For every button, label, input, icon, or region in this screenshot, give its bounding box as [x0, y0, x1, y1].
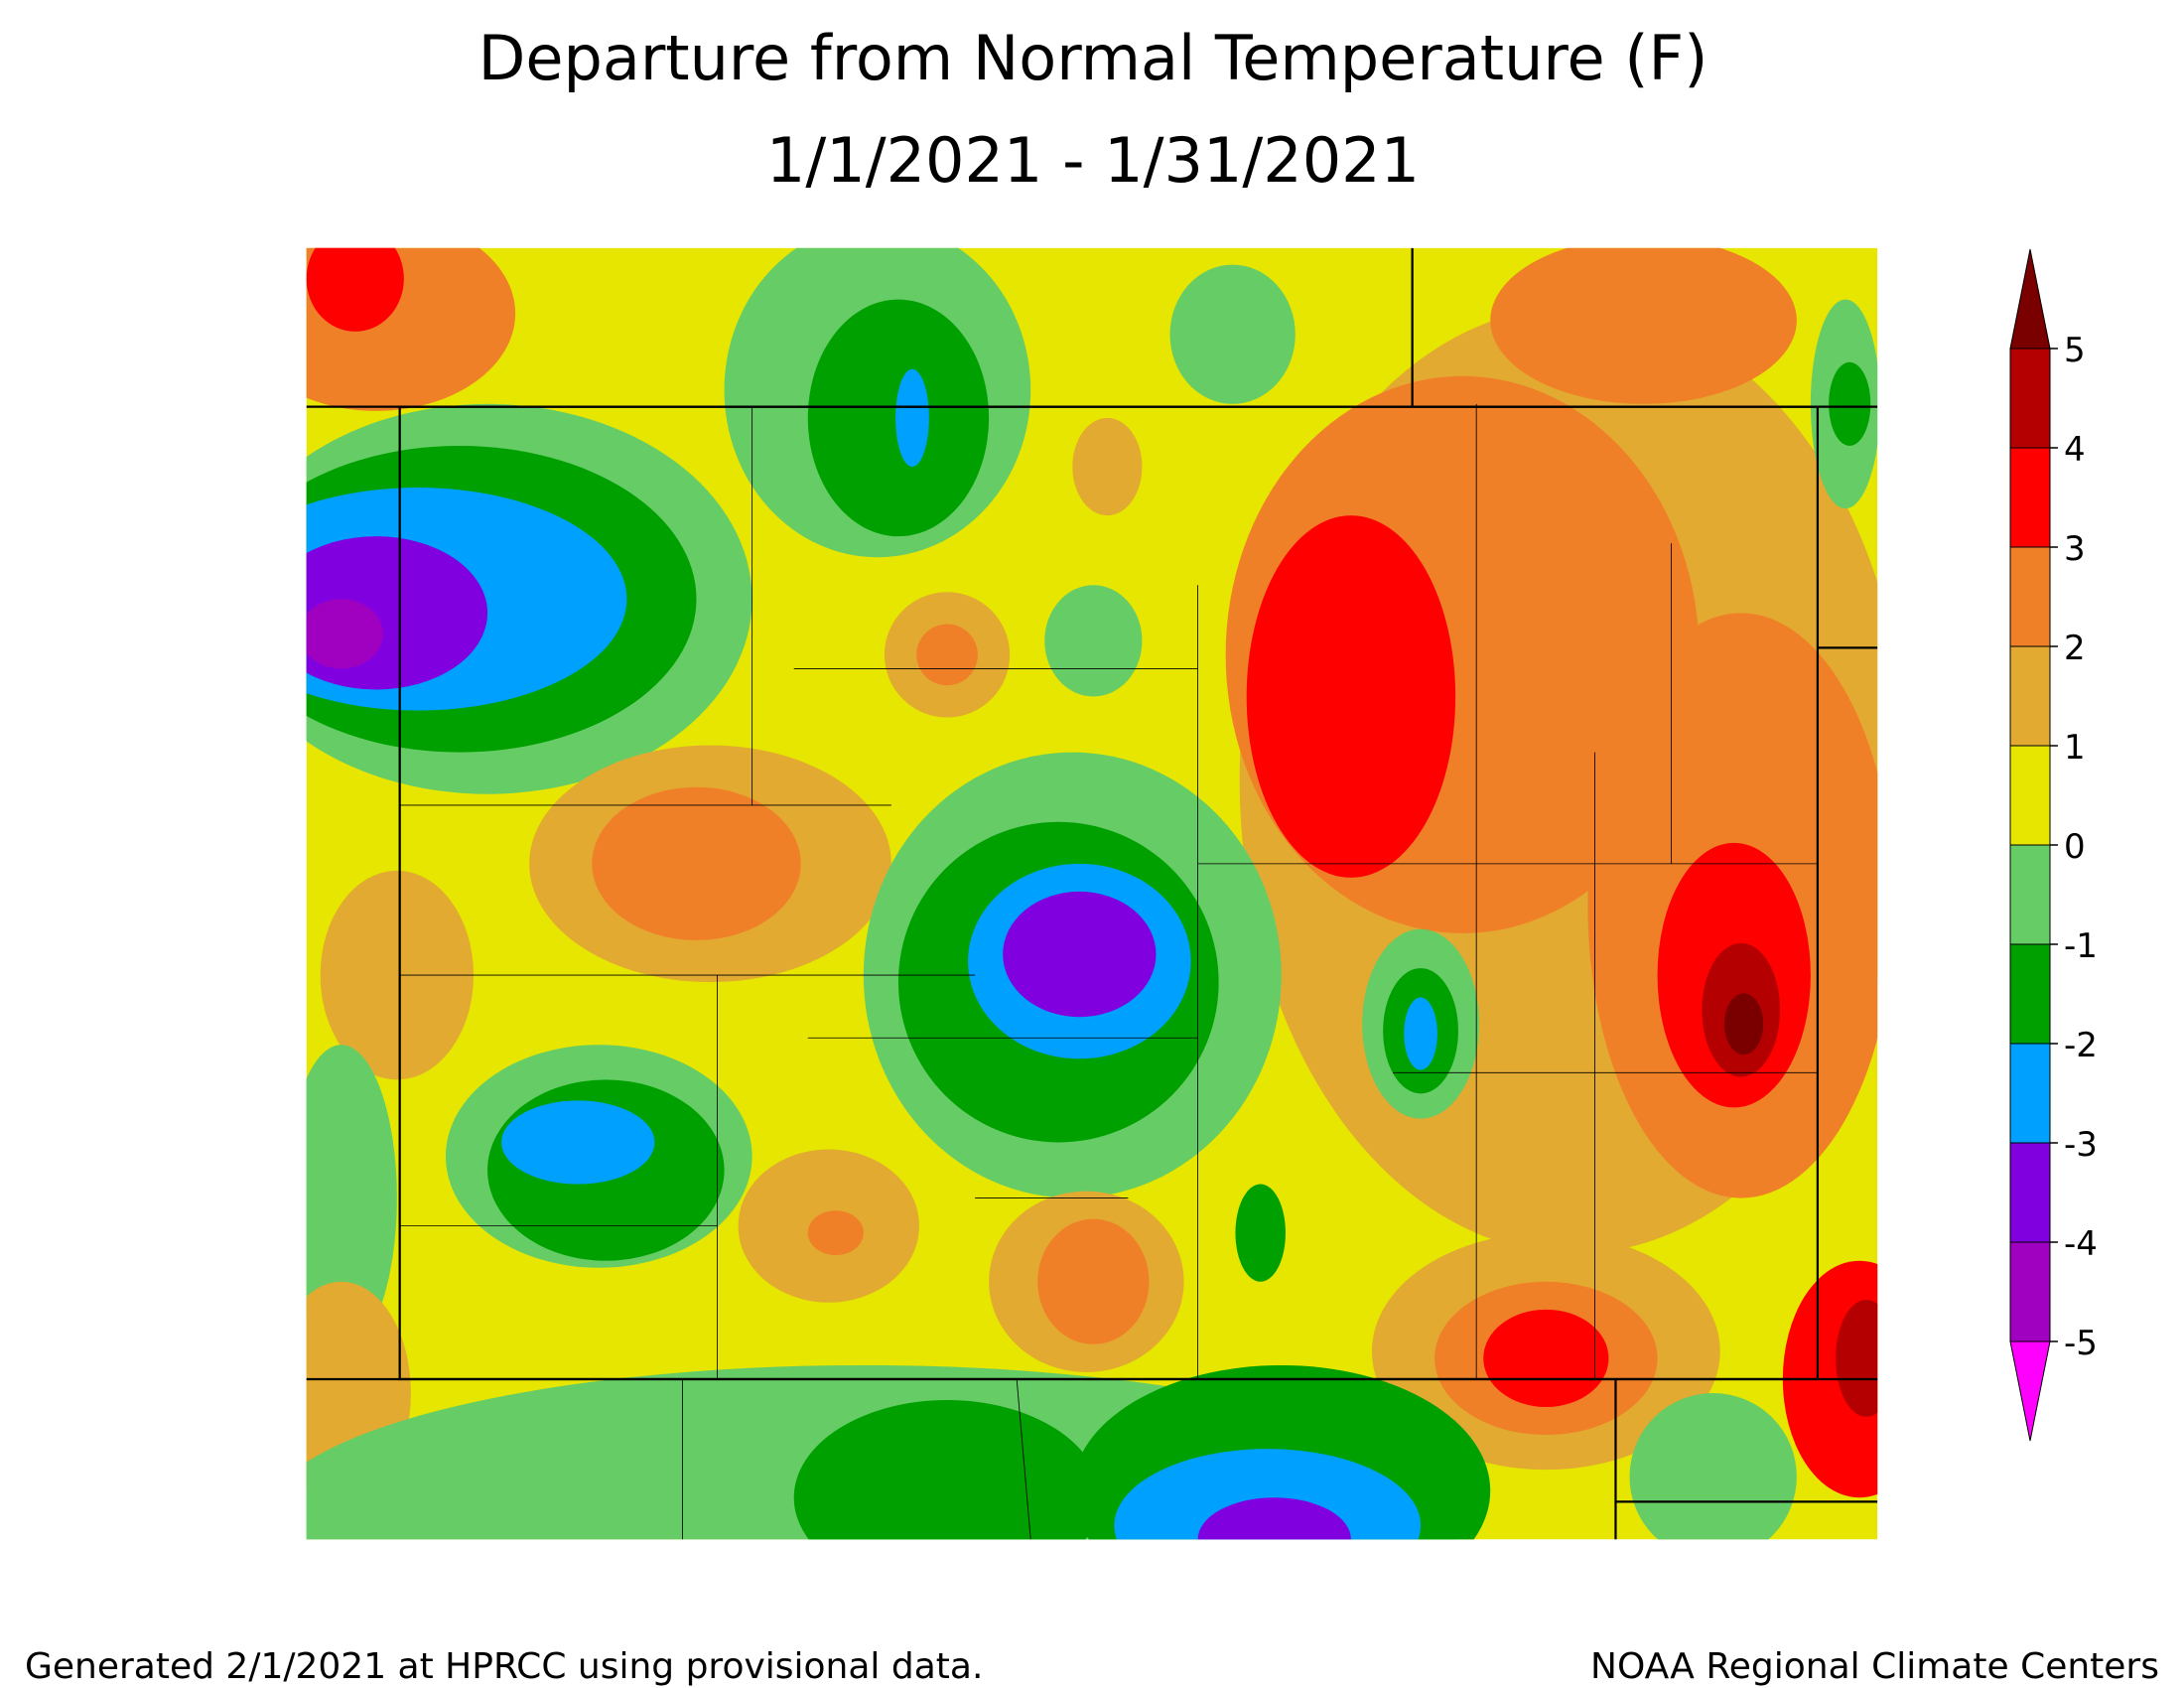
colorbar-band	[2009, 645, 2051, 747]
colorbar-arrow-top	[2009, 248, 2051, 350]
colorbar-band	[2009, 745, 2051, 846]
title-line: Departure from Normal Temperature (F)	[478, 22, 1708, 94]
colorbar-label: 2	[2064, 629, 2086, 668]
colorbar-label: -1	[2064, 926, 2098, 966]
colorbar-label: 3	[2064, 529, 2086, 569]
footer-right: NOAA Regional Climate Centers	[1590, 1646, 2159, 1687]
colorbar-band	[2009, 546, 2051, 647]
colorbar-band	[2009, 1241, 2051, 1342]
colorbar-label: 1	[2064, 728, 2086, 768]
colorbar-label: -5	[2064, 1324, 2098, 1363]
colorbar-arrow-bottom	[2009, 1340, 2051, 1442]
map	[306, 247, 1878, 1540]
colorbar: 5 4 3 2 1 0 -1 -2 -3 -4 -5	[2009, 248, 2098, 1442]
colorbar-band	[2009, 447, 2051, 548]
colorbar-band	[2009, 844, 2051, 945]
colorbar-label: 0	[2064, 827, 2086, 867]
footer-left: Generated 2/1/2021 at HPRCC using provis…	[25, 1646, 983, 1687]
colorbar-band	[2009, 943, 2051, 1045]
colorbar-band	[2009, 348, 2051, 449]
title-line: 1/1/2021 - 1/31/2021	[766, 124, 1420, 197]
colorbar-band	[2009, 1043, 2051, 1144]
colorbar-label: 4	[2064, 430, 2086, 470]
colorbar-label: -3	[2064, 1125, 2098, 1165]
colorbar-label: 5	[2064, 331, 2086, 370]
colorbar-label: -4	[2064, 1224, 2098, 1264]
colorbar-label: -2	[2064, 1026, 2098, 1065]
colorbar-band	[2009, 1142, 2051, 1243]
